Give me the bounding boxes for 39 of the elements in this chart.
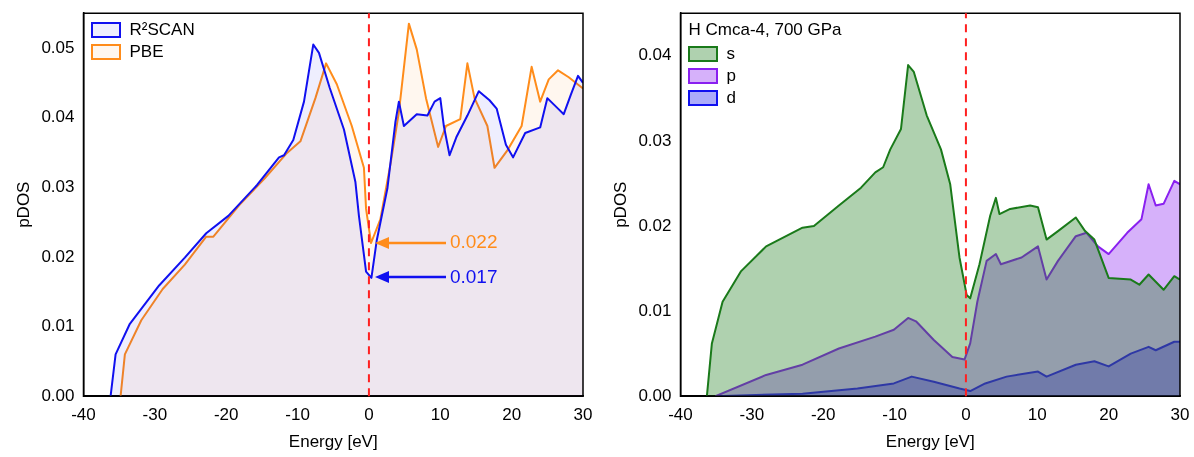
legend-label: s xyxy=(726,43,735,66)
x-tick-label: 0 xyxy=(364,405,374,425)
y-tick-label: 0.01 xyxy=(638,300,672,320)
x-axis-title: Energy [eV] xyxy=(288,432,378,452)
legend-label: p xyxy=(726,65,736,88)
y-tick-label: 0.02 xyxy=(41,246,75,266)
y-tick-label: 0.00 xyxy=(638,385,672,405)
x-tick-label: -20 xyxy=(810,405,836,425)
x-tick-label: -30 xyxy=(739,405,765,425)
x-tick-label: -10 xyxy=(285,405,310,425)
x-tick-label: 10 xyxy=(430,405,450,425)
annotation: 0.022 xyxy=(449,231,498,253)
y-tick-label: 0.02 xyxy=(638,215,672,235)
legend-title: H Cmca-4, 700 GPa xyxy=(688,19,842,42)
x-tick-label: 30 xyxy=(573,405,593,425)
x-tick-label: 30 xyxy=(1170,405,1190,425)
legend-label: R²SCAN xyxy=(129,19,195,42)
x-tick-label: -30 xyxy=(142,405,168,425)
y-axis-title: pDOS xyxy=(13,181,33,228)
y-tick-label: 0.04 xyxy=(41,107,75,127)
x-tick-label: -40 xyxy=(668,405,693,425)
y-tick-label: 0.05 xyxy=(41,37,75,57)
x-tick-label: -20 xyxy=(213,405,239,425)
legend-label: d xyxy=(726,87,736,110)
x-tick-label: 20 xyxy=(502,405,522,425)
y-tick-label: 0.03 xyxy=(41,176,75,196)
y-axis-title: pDOS xyxy=(610,181,630,228)
y-tick-label: 0.00 xyxy=(41,385,75,405)
legend-label: PBE xyxy=(129,41,164,64)
y-tick-label: 0.03 xyxy=(638,130,672,150)
x-axis-title: Energy [eV] xyxy=(885,432,975,452)
x-tick-label: -40 xyxy=(71,405,96,425)
x-tick-label: -10 xyxy=(882,405,907,425)
annotation: 0.017 xyxy=(449,265,498,287)
y-tick-label: 0.01 xyxy=(41,316,75,336)
x-tick-label: 20 xyxy=(1099,405,1119,425)
x-tick-label: 0 xyxy=(961,405,971,425)
y-tick-label: 0.04 xyxy=(638,45,672,65)
x-tick-label: 10 xyxy=(1027,405,1047,425)
